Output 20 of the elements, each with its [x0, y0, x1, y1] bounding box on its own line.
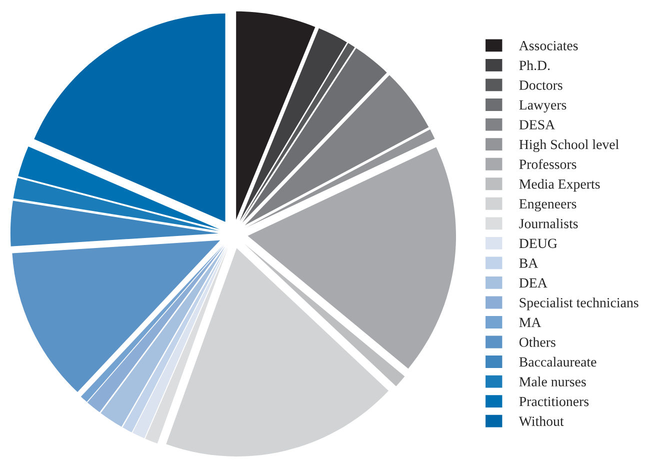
legend-label: DEUG	[519, 238, 558, 248]
legend-label: Engeneers	[519, 199, 576, 212]
legend-label: Associates	[519, 41, 578, 50]
legend-label: MA	[519, 318, 542, 327]
legend-label: Baccalaureate	[519, 356, 596, 367]
legend-label: Professors	[519, 159, 576, 169]
legend-label: Lawyers	[519, 100, 566, 112]
legend-label: Male nurses	[519, 376, 586, 386]
legend-label: DESA	[519, 120, 556, 130]
legend-label: DEA	[519, 278, 548, 288]
legend-label: Without	[518, 416, 564, 426]
legend-label: High School level	[519, 139, 619, 152]
legend-label: Specialist technicians	[520, 298, 638, 310]
legend-label: Practitioners	[519, 396, 589, 406]
legend-label: Others	[519, 337, 556, 347]
legend-label: Ph.D.	[519, 60, 550, 70]
legend-label: Doctors	[519, 80, 562, 90]
legend-label: BA	[519, 258, 538, 268]
legend-label: Media Experts	[519, 178, 600, 192]
legend-label: Journalists	[519, 218, 578, 228]
